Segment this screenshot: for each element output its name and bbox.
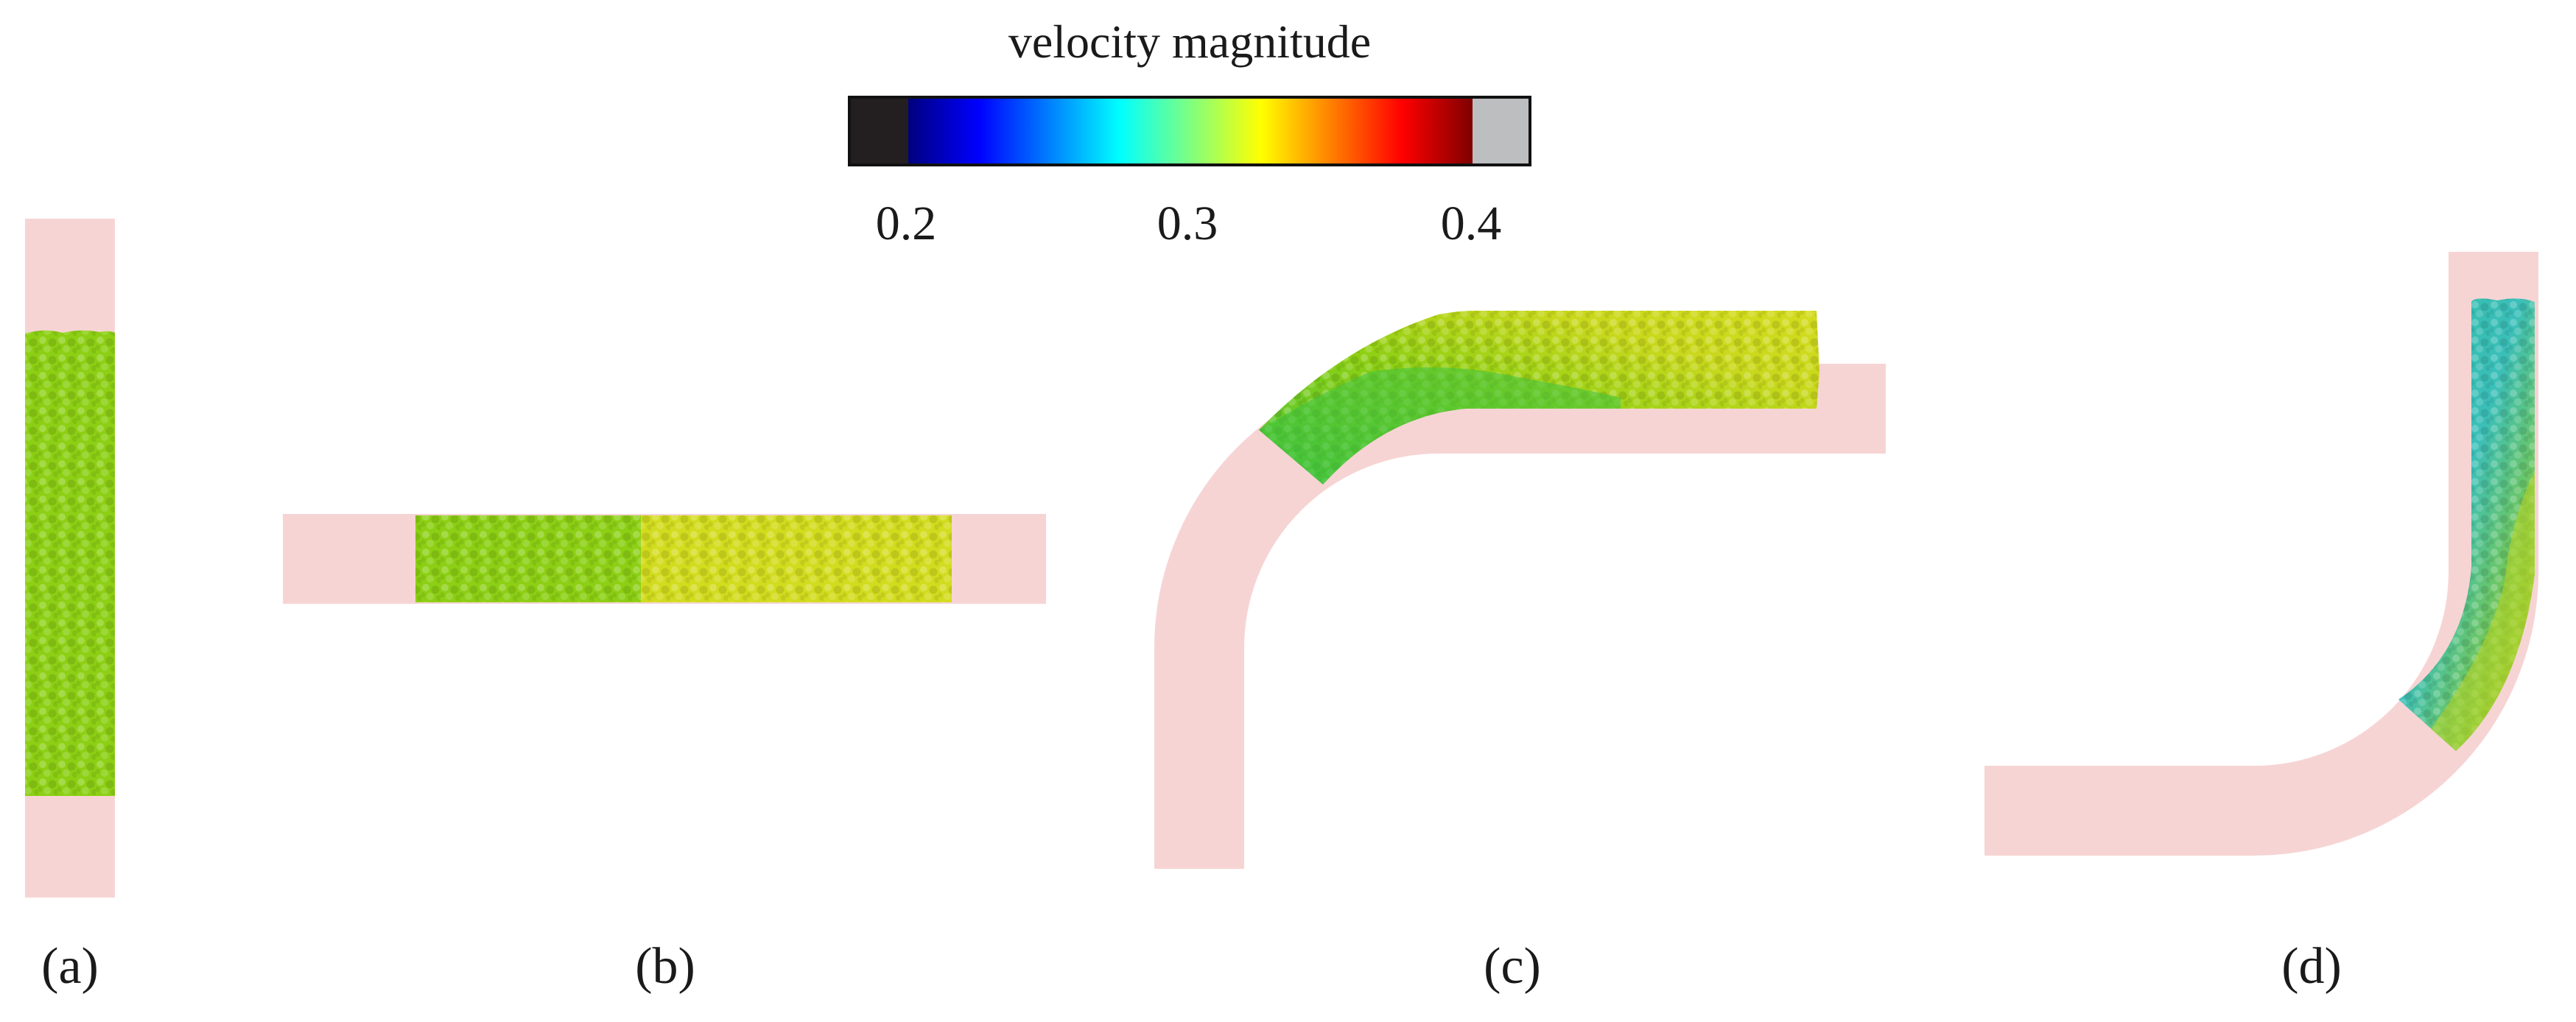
panel-c: (c) — [1154, 311, 1886, 995]
colorbar: velocity magnitude 0.2 0.3 0.4 — [848, 15, 1531, 250]
pipe — [1154, 364, 1886, 869]
particle-texture — [415, 515, 952, 602]
particle-texture — [25, 330, 115, 796]
panel-d: (d) — [1984, 252, 2538, 995]
pipe — [1984, 252, 2538, 856]
particle-low-velocity-band — [1259, 367, 1621, 484]
colorbar-under-swatch — [849, 97, 908, 165]
particle-high-velocity-band — [2431, 471, 2535, 751]
colorbar-tick-label: 0.2 — [876, 197, 937, 250]
colorbar-gradient — [908, 97, 1473, 165]
panel-label: (b) — [635, 938, 695, 995]
panel-label: (c) — [1484, 938, 1541, 995]
panel-label: (a) — [41, 938, 99, 995]
colorbar-tick-label: 0.4 — [1441, 197, 1502, 250]
panel-a: (a) — [25, 219, 115, 995]
colorbar-frame — [848, 96, 1531, 166]
panel-label: (d) — [2281, 938, 2342, 995]
colorbar-title: velocity magnitude — [1008, 15, 1371, 68]
colorbar-over-swatch — [1473, 97, 1530, 165]
panel-b: (b) — [283, 514, 1046, 995]
colorbar-tick-label: 0.3 — [1157, 197, 1218, 250]
